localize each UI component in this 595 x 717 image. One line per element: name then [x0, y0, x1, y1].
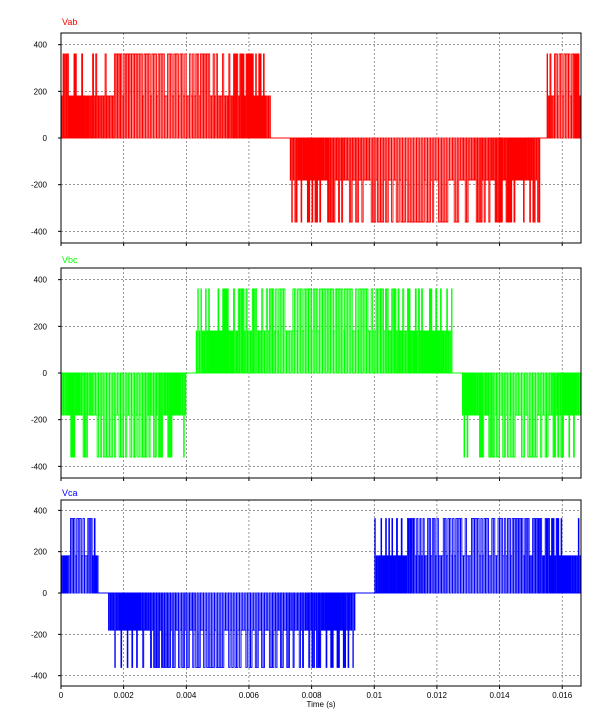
y-tick-label: 200 — [34, 87, 48, 96]
y-tick-label: 400 — [34, 41, 48, 50]
chart-panel-vbc: Vbc -400 -200 0 200 400 — [31, 255, 582, 481]
chart-panel-vca: Vca -400 -200 0 200 400 0 0.002 0.004 0.006 0.008 0… — [31, 488, 582, 709]
waveform-line — [61, 288, 581, 458]
x-tick-label: 0.004 — [176, 691, 197, 700]
x-tick-label: 0.002 — [114, 691, 135, 700]
waveform-line — [61, 53, 581, 223]
panel-title: Vab — [62, 17, 77, 27]
y-tick-label: -400 — [31, 672, 48, 681]
panel-title: Vbc — [62, 255, 78, 265]
panel-title: Vca — [62, 488, 78, 498]
chart-panel-vab: Vab -400 -200 0 200 400 — [31, 17, 582, 246]
x-axis-label: Time (s) — [306, 700, 335, 709]
y-tick-label: 0 — [43, 589, 48, 598]
waveform-line — [61, 518, 581, 668]
x-tick-label: 0 — [59, 691, 64, 700]
x-tick-label: 0.008 — [302, 691, 323, 700]
y-tick-label: -400 — [31, 462, 48, 471]
y-tick-label: -400 — [31, 227, 48, 236]
x-tick-label: 0.01 — [366, 691, 382, 700]
y-tick-label: 400 — [34, 276, 48, 285]
y-tick-label: -200 — [31, 416, 48, 425]
y-tick-label: -200 — [31, 630, 48, 639]
y-tick-label: 200 — [34, 548, 48, 557]
y-tick-label: 200 — [34, 322, 48, 331]
y-tick-label: 400 — [34, 506, 48, 515]
x-tick-label: 0.016 — [552, 691, 573, 700]
x-tick-label: 0.012 — [427, 691, 448, 700]
x-tick-label: 0.014 — [490, 691, 511, 700]
x-tick-label: 0.006 — [239, 691, 260, 700]
y-tick-label: -200 — [31, 181, 48, 190]
y-tick-label: 0 — [43, 134, 48, 143]
y-tick-label: 0 — [43, 369, 48, 378]
